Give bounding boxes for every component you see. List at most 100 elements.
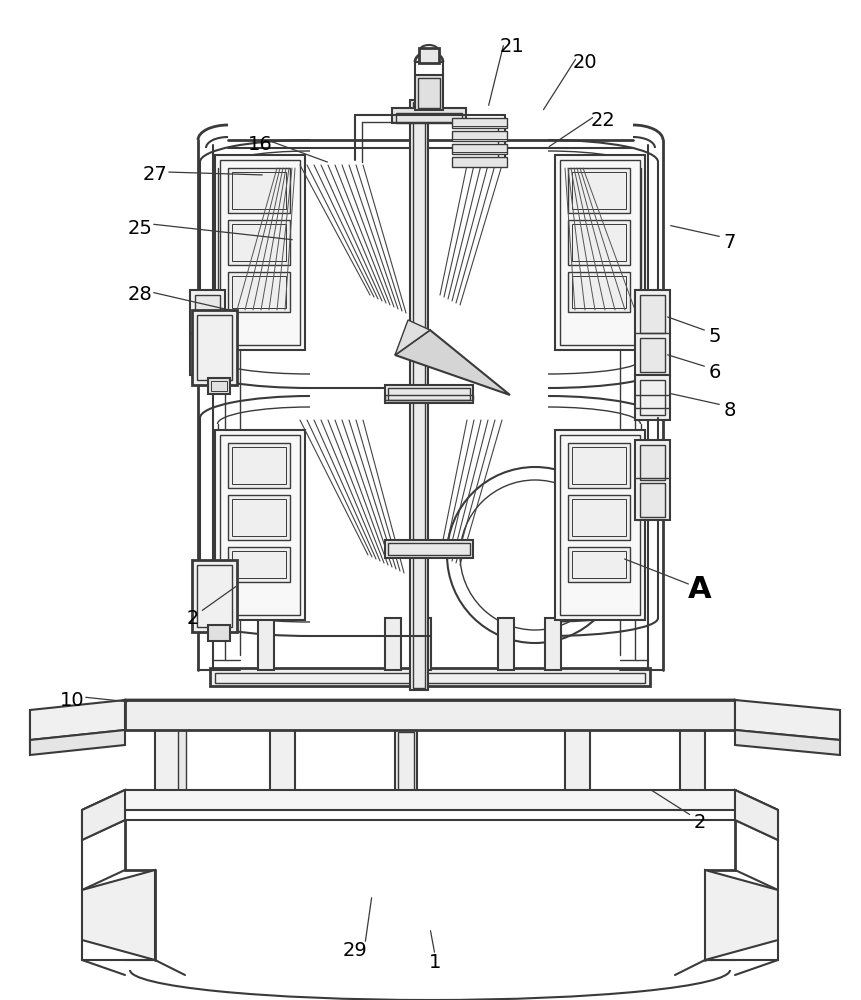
- Bar: [385, 540, 473, 558]
- Text: 29: 29: [343, 940, 368, 960]
- Text: 7: 7: [724, 232, 736, 251]
- Bar: [568, 220, 630, 265]
- Bar: [572, 551, 626, 578]
- Text: 10: 10: [59, 690, 84, 710]
- Bar: [640, 380, 665, 415]
- Bar: [640, 445, 665, 480]
- Polygon shape: [82, 790, 778, 810]
- Bar: [215, 430, 305, 620]
- Text: 22: 22: [591, 110, 616, 129]
- Bar: [192, 560, 237, 632]
- Bar: [392, 108, 466, 123]
- Text: 20: 20: [573, 52, 598, 72]
- Bar: [568, 495, 630, 540]
- Bar: [635, 375, 670, 420]
- Bar: [395, 730, 417, 800]
- Polygon shape: [735, 700, 778, 748]
- Bar: [398, 732, 414, 798]
- Bar: [220, 160, 300, 345]
- Bar: [415, 75, 443, 110]
- Bar: [385, 395, 473, 400]
- Bar: [415, 618, 431, 670]
- Bar: [572, 276, 626, 308]
- Text: 16: 16: [248, 135, 272, 154]
- Text: 27: 27: [143, 165, 167, 184]
- Bar: [232, 447, 286, 484]
- Bar: [208, 625, 230, 641]
- Bar: [452, 131, 507, 141]
- Bar: [635, 290, 670, 375]
- Bar: [572, 447, 626, 484]
- Bar: [197, 315, 232, 380]
- Polygon shape: [125, 700, 735, 730]
- Bar: [211, 381, 227, 391]
- Bar: [232, 276, 286, 308]
- Bar: [568, 168, 630, 213]
- Bar: [568, 547, 630, 582]
- Bar: [220, 435, 300, 615]
- Bar: [228, 220, 290, 265]
- Bar: [232, 172, 286, 209]
- Bar: [197, 565, 232, 627]
- Bar: [232, 499, 286, 536]
- Text: 2: 2: [694, 812, 706, 832]
- Polygon shape: [30, 700, 125, 740]
- Text: 5: 5: [709, 326, 722, 346]
- Bar: [385, 618, 401, 670]
- Polygon shape: [735, 790, 778, 840]
- Bar: [228, 272, 290, 312]
- Polygon shape: [705, 870, 778, 960]
- Bar: [178, 730, 186, 795]
- Bar: [560, 435, 640, 615]
- Bar: [555, 155, 645, 350]
- Polygon shape: [82, 700, 778, 718]
- Bar: [208, 378, 230, 394]
- Bar: [228, 168, 290, 213]
- Bar: [388, 543, 470, 555]
- Bar: [640, 295, 665, 333]
- Bar: [232, 551, 286, 578]
- Bar: [635, 440, 670, 520]
- Text: A: A: [688, 576, 712, 604]
- Bar: [498, 618, 514, 670]
- Bar: [568, 443, 630, 488]
- Bar: [258, 618, 274, 670]
- Polygon shape: [82, 700, 125, 748]
- Bar: [228, 547, 290, 582]
- Bar: [640, 338, 665, 372]
- Text: 1: 1: [429, 954, 441, 972]
- Text: 2: 2: [187, 608, 199, 628]
- Bar: [192, 310, 237, 385]
- Text: 8: 8: [724, 400, 736, 420]
- Bar: [560, 160, 640, 345]
- Text: 6: 6: [709, 362, 722, 381]
- Bar: [680, 730, 705, 795]
- Bar: [396, 113, 462, 123]
- Bar: [419, 48, 439, 63]
- Bar: [232, 224, 286, 261]
- Bar: [413, 102, 425, 688]
- Bar: [228, 443, 290, 488]
- Bar: [452, 118, 507, 128]
- Text: 28: 28: [127, 286, 152, 304]
- Polygon shape: [30, 730, 125, 755]
- Bar: [572, 499, 626, 536]
- Text: 25: 25: [127, 219, 152, 237]
- Bar: [418, 78, 440, 108]
- Bar: [385, 385, 473, 403]
- Polygon shape: [82, 790, 125, 840]
- Bar: [555, 430, 645, 620]
- Bar: [565, 730, 590, 795]
- Bar: [545, 618, 561, 670]
- Bar: [640, 483, 665, 517]
- Polygon shape: [735, 700, 840, 740]
- Bar: [452, 157, 507, 167]
- Polygon shape: [82, 870, 155, 960]
- Bar: [568, 272, 630, 312]
- Bar: [452, 144, 507, 154]
- Bar: [388, 388, 470, 400]
- Bar: [210, 668, 650, 686]
- Bar: [195, 338, 220, 372]
- Bar: [572, 172, 626, 209]
- Polygon shape: [735, 730, 840, 755]
